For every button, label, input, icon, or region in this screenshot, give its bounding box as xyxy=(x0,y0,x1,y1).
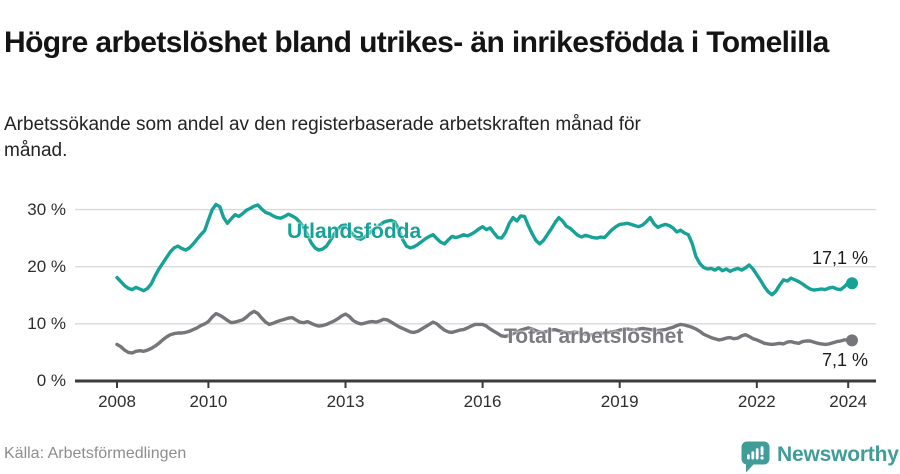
page-title: Högre arbetslöshet bland utrikes- än inr… xyxy=(4,26,829,60)
x-tick-label: 2010 xyxy=(189,392,228,411)
x-tick-label: 2016 xyxy=(463,392,502,411)
series-end-dot-0 xyxy=(846,277,858,290)
series-label-utlandsfodda: Utlandsfödda xyxy=(287,220,422,243)
end-value-label-utlandsfodda: 17,1 % xyxy=(811,248,868,268)
y-tick-label: 20 % xyxy=(27,256,66,276)
x-tick-label: 2024 xyxy=(829,392,868,411)
chart-subtitle: Arbetssökande som andel av den registerb… xyxy=(4,114,641,161)
series-line-1 xyxy=(115,309,854,355)
x-tick-label: 2013 xyxy=(326,392,365,411)
newsworthy-wordmark: Newsworthy xyxy=(777,442,899,466)
source-credit: Källa: Arbetsförmedlingen xyxy=(4,445,187,462)
x-tick-label: 2008 xyxy=(98,392,136,411)
newsworthy-bubble-icon xyxy=(741,441,770,473)
series-end-dot-1 xyxy=(846,334,858,347)
series-label-total-arbetsloshet: Total arbetslöshet xyxy=(504,325,684,348)
y-tick-label: 10 % xyxy=(27,313,66,333)
newsworthy-logo[interactable]: Newsworthy xyxy=(739,440,899,473)
end-value-label-total: 7,1 % xyxy=(821,350,868,370)
series-line-0 xyxy=(115,202,854,297)
x-tick-label: 2022 xyxy=(737,392,776,411)
y-tick-label: 0 % xyxy=(36,371,66,390)
x-tick-label: 2019 xyxy=(600,392,639,411)
y-tick-label: 30 % xyxy=(27,199,66,219)
